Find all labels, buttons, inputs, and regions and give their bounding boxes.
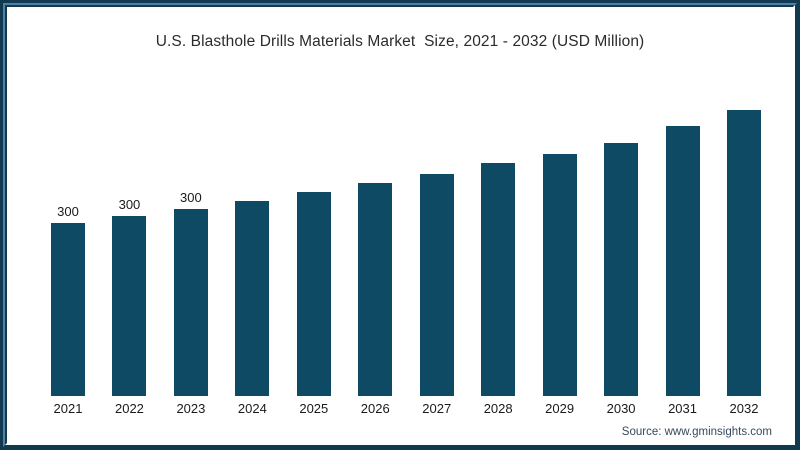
bar: [173, 209, 208, 396]
bar-column: 2026: [345, 183, 405, 416]
bar-column: 2030: [591, 143, 651, 416]
bar: [358, 183, 393, 396]
bar: [481, 163, 516, 396]
bar: [665, 126, 700, 396]
bar-column: 2032: [714, 110, 774, 416]
bar-column: 2025: [284, 192, 344, 416]
bar-column: 2031: [653, 126, 713, 416]
x-axis-tick-label: 2024: [237, 401, 267, 416]
x-axis-tick-label: 2025: [299, 401, 329, 416]
bar-column: 300 2022: [99, 197, 159, 416]
x-axis-tick-label: 2028: [483, 401, 513, 416]
bar: [51, 223, 85, 396]
bar-column: 300 2021: [38, 204, 98, 416]
x-axis-tick-label: 2030: [606, 401, 636, 416]
bar: [235, 201, 270, 396]
bar: [112, 216, 147, 396]
x-axis-tick-label: 2026: [360, 401, 390, 416]
x-axis-tick-label: 2023: [176, 401, 206, 416]
bar-column: 300 2023: [161, 190, 221, 416]
x-axis-tick-label: 2031: [668, 401, 697, 416]
bar-column: 2027: [407, 174, 467, 416]
bar-chart-plot-area: 300 2021 300 2022 300 2023 2024 2025 2026 2027 202…: [38, 96, 774, 416]
bar: [419, 174, 454, 396]
bar: [604, 143, 639, 396]
bar-column: 2029: [530, 154, 590, 416]
x-axis-tick-label: 2029: [545, 401, 575, 416]
x-axis-tick-label: 2021: [53, 401, 83, 416]
bar-value-label: 300: [118, 197, 141, 213]
x-axis-tick-label: 2032: [729, 401, 759, 416]
x-axis-tick-label: 2027: [422, 401, 452, 416]
bar-column: 2028: [468, 163, 528, 416]
x-axis-tick-label: 2022: [114, 401, 144, 416]
bar: [726, 110, 761, 396]
bar-value-label: 300: [57, 204, 79, 220]
chart-frame-inner-stripe: U.S. Blasthole Drills Materials Market S…: [3, 3, 797, 447]
bar: [296, 192, 331, 396]
bar-column: 2024: [222, 201, 282, 416]
bar: [542, 154, 577, 396]
bar-value-label: 300: [180, 190, 202, 206]
source-attribution: Source: www.gminsights.com: [621, 426, 772, 438]
chart-title: U.S. Blasthole Drills Materials Market S…: [155, 33, 645, 50]
chart-canvas: U.S. Blasthole Drills Materials Market S…: [5, 5, 795, 445]
